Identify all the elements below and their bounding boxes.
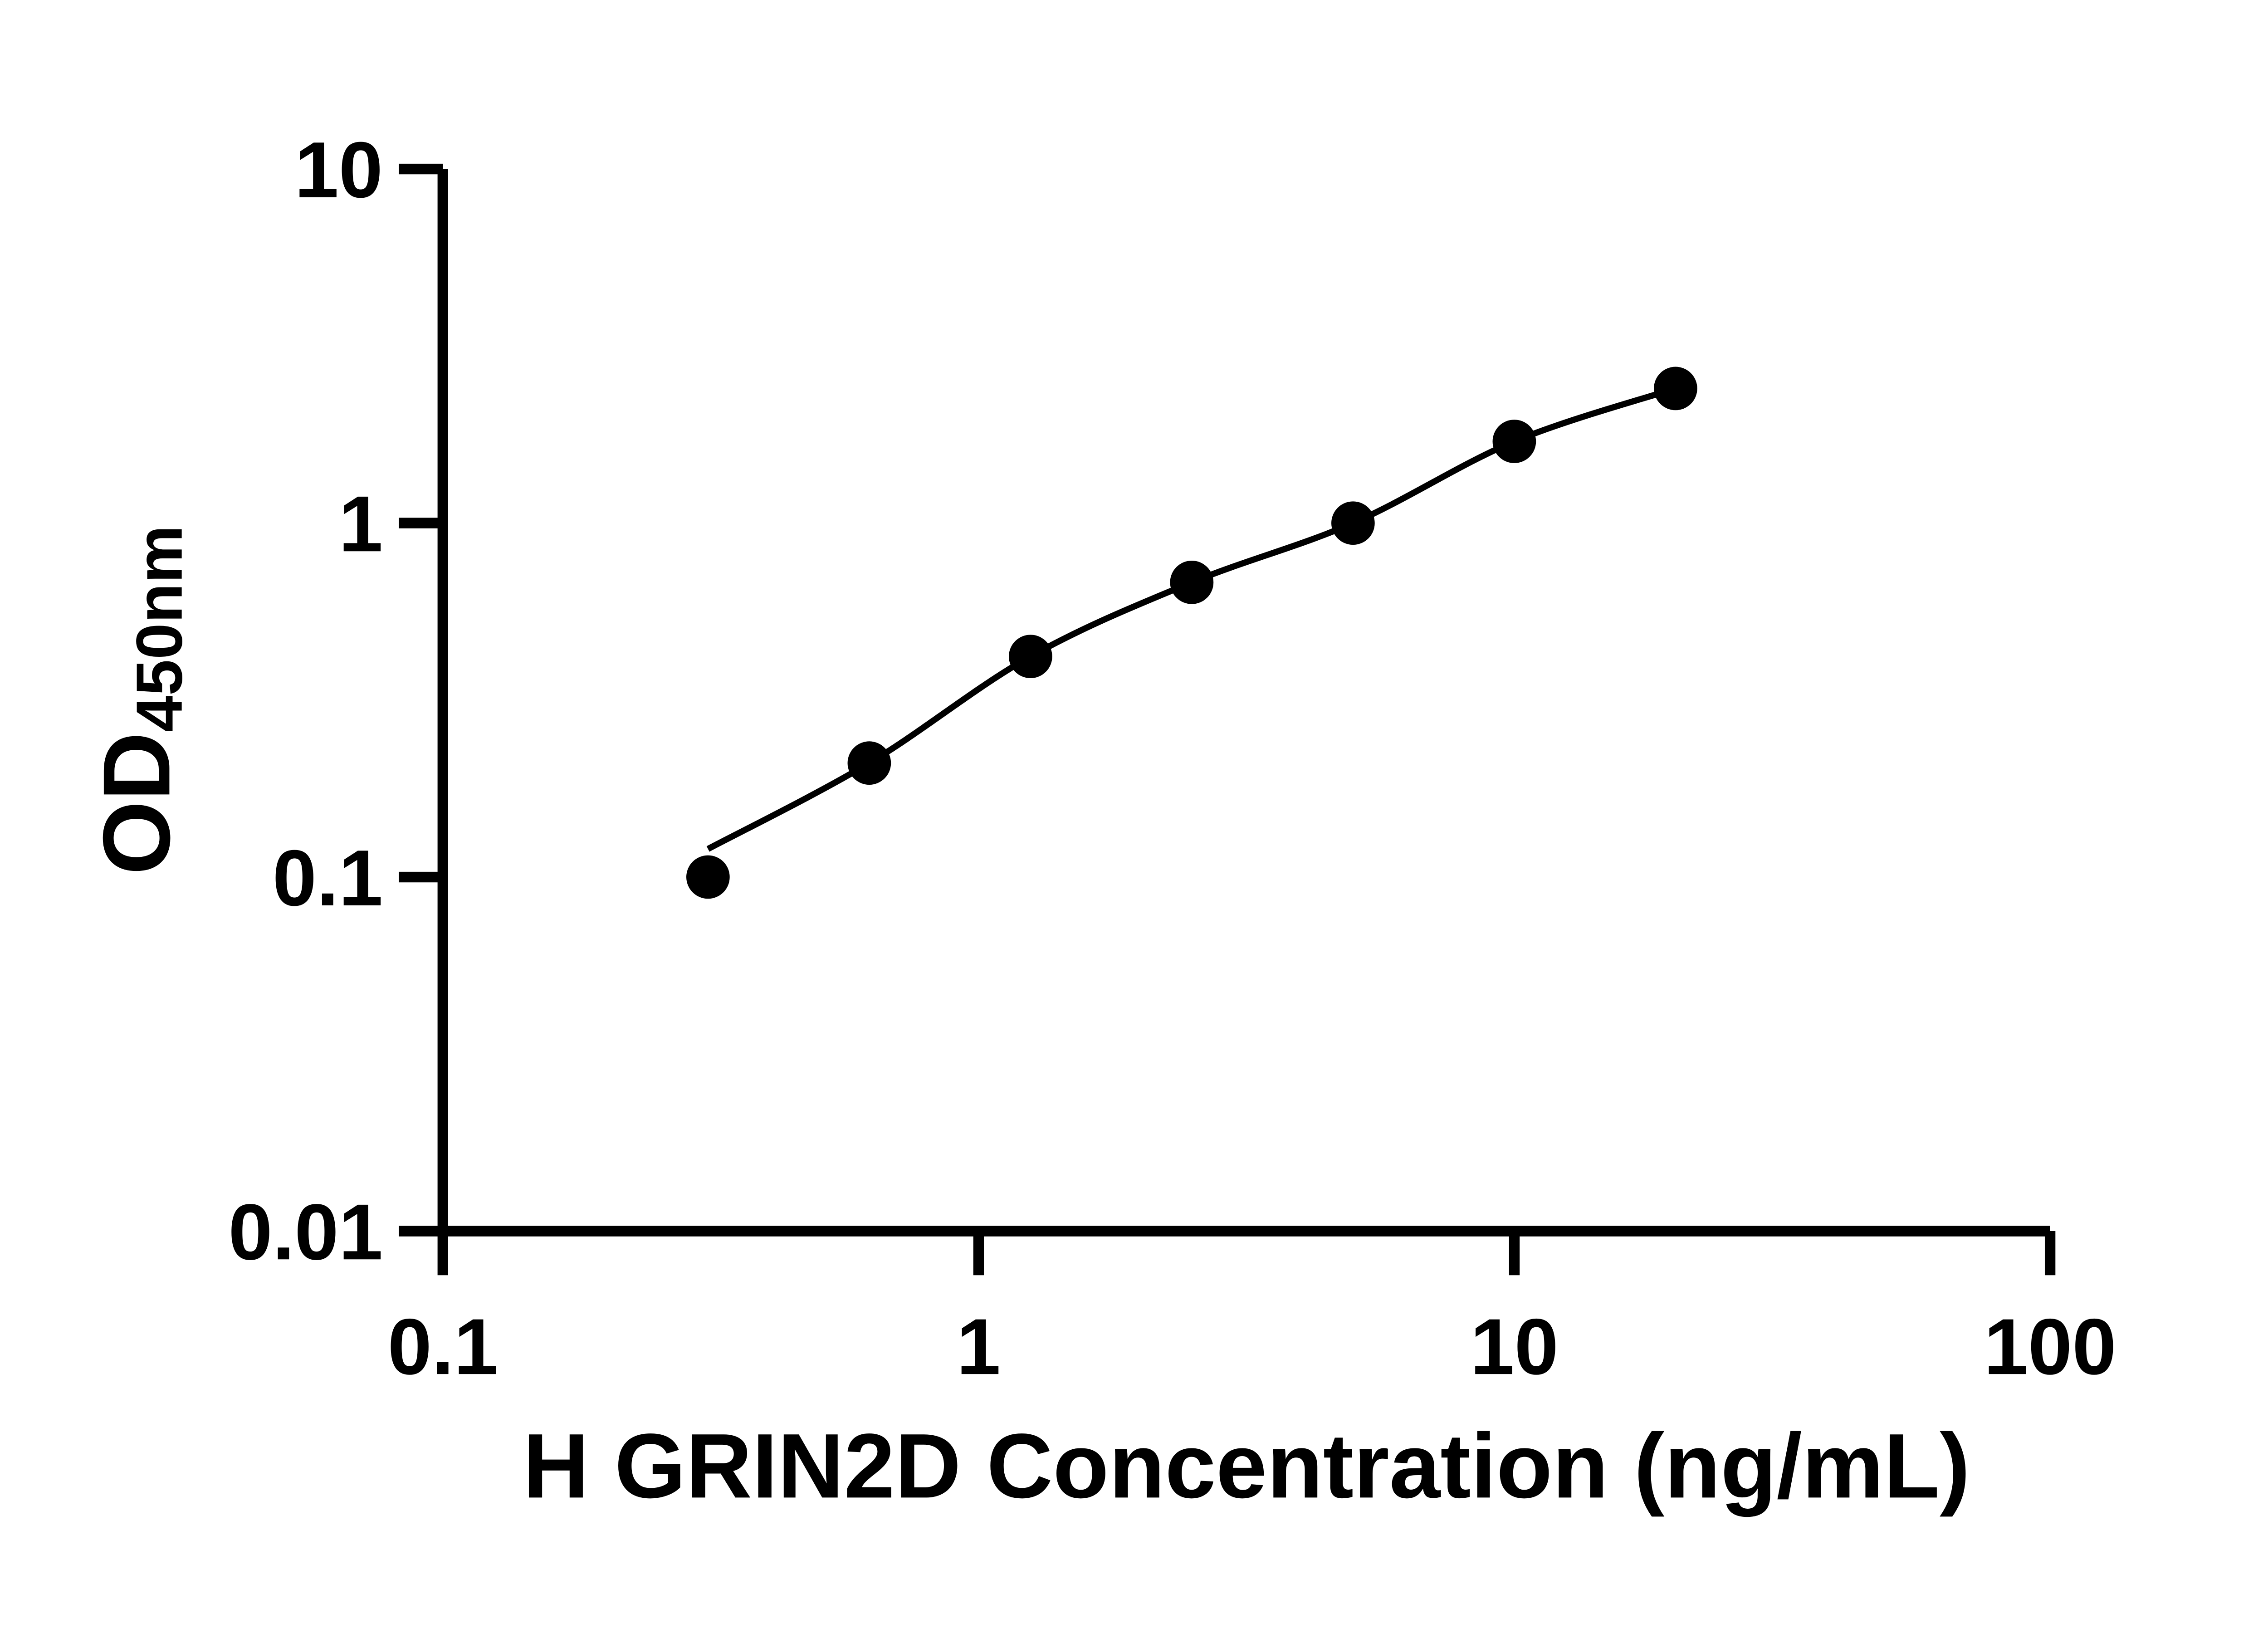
y-tick-label-0.1: 0.1 (273, 834, 383, 923)
x-axis-tick-labels: 0.1 1 10 100 (388, 1303, 2116, 1391)
y-tick-label-1: 1 (339, 480, 383, 568)
x-tick-label-1: 1 (957, 1303, 1001, 1391)
x-tick-label-0.1: 0.1 (388, 1303, 498, 1391)
data-point (686, 855, 730, 899)
data-points (686, 367, 1697, 899)
y-axis-title-subscript: 450nm (123, 525, 196, 732)
axes (399, 163, 2056, 1276)
x-tick-label-10: 10 (1470, 1303, 1559, 1391)
plot-background (0, 22, 2268, 1611)
y-axis-title: OD450nm (83, 525, 196, 875)
x-axis-title: H GRIN2D Concentration (ng/mL) (523, 1414, 1970, 1517)
data-point (1654, 367, 1697, 411)
data-layer (686, 367, 1697, 899)
x-axis-tick-marks (437, 1231, 2056, 1276)
data-point (1331, 501, 1375, 545)
y-axis-title-main: OD (83, 732, 190, 875)
data-point (1009, 635, 1052, 679)
y-tick-label-10: 10 (294, 126, 383, 215)
y-axis-tick-marks (399, 163, 443, 1237)
data-point (1492, 420, 1536, 463)
y-axis-tick-labels: 10 1 0.1 0.01 (228, 126, 383, 1277)
data-point (1170, 561, 1214, 604)
y-tick-label-0.01: 0.01 (228, 1188, 383, 1276)
data-point (847, 741, 891, 785)
x-tick-label-100: 100 (1984, 1303, 2116, 1391)
axis-frame-line (437, 169, 2050, 1237)
